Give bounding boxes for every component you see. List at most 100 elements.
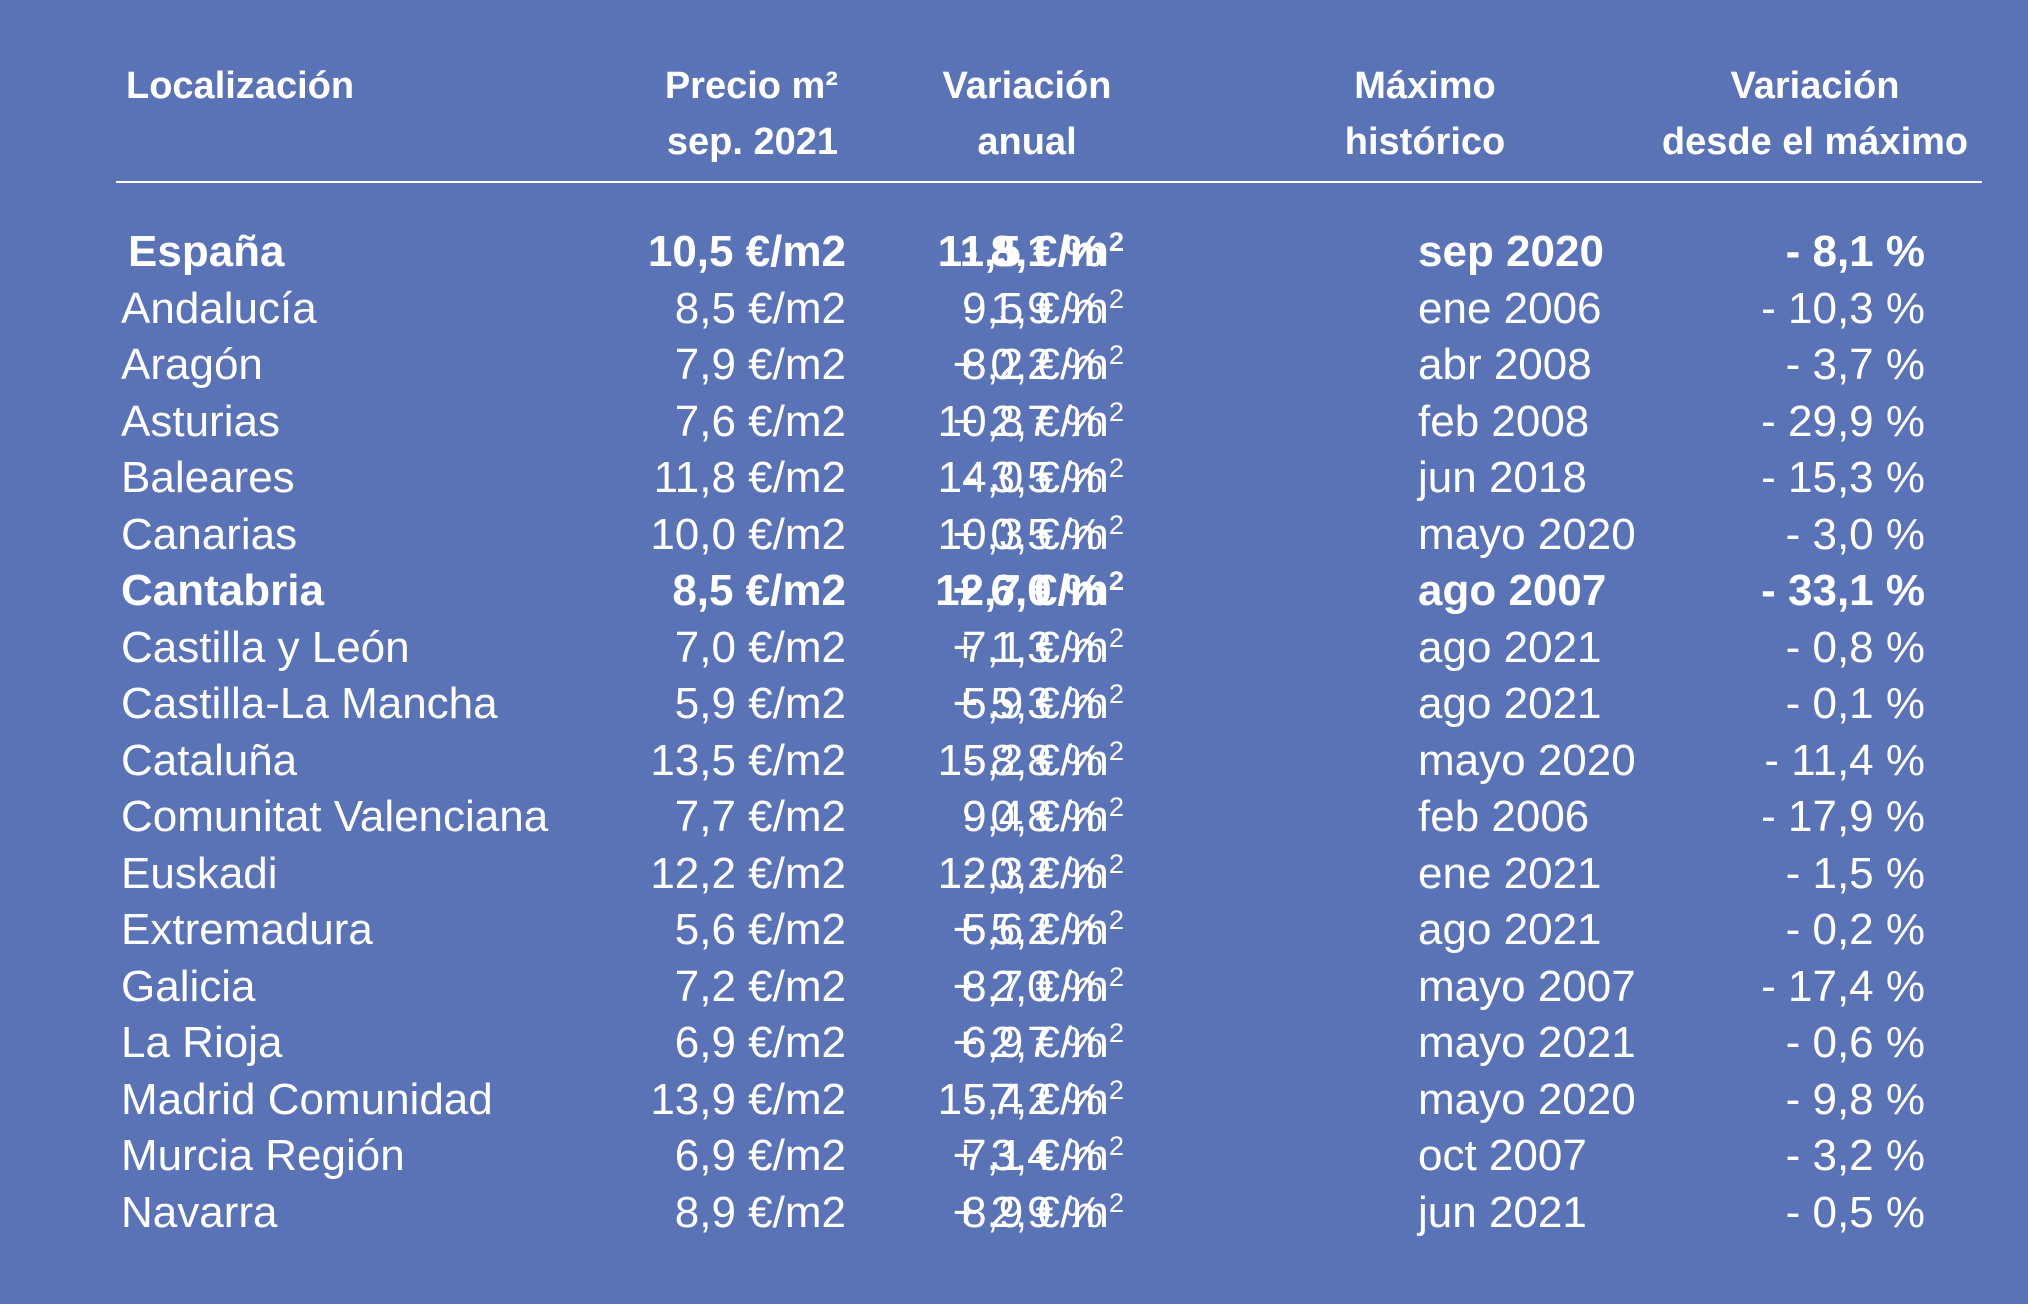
header-variation-from-max: Variación desde el máximo <box>1630 58 2000 170</box>
row-variation-from-max: - 17,4 % <box>1761 961 1925 1011</box>
row-max-value-text: 7,1 €/m <box>962 622 1109 672</box>
row-location: Baleares <box>121 453 295 502</box>
row-variation-from-max: - 3,0 % <box>1785 509 1925 559</box>
table-row: España 10,5 €/m2- 8,1 % 11,5 €/m2 sep 2020-… <box>0 224 2028 281</box>
row-max-date: ago 2021 <box>1418 679 1602 728</box>
row-price: 7,0 €/m2 <box>674 622 846 672</box>
row-location: Castilla-La Mancha <box>121 679 498 728</box>
row-max-date: abr 2008 <box>1418 340 1592 389</box>
table-body: España 10,5 €/m2- 8,1 % 11,5 €/m2 sep 2020-… <box>0 224 2028 1241</box>
row-max-date: sep 2020 <box>1418 227 1604 276</box>
row-variation-from-max: - 0,6 % <box>1785 1018 1925 1067</box>
row-variation-from-max: - 8,1 % <box>1785 227 1925 276</box>
squared-superscript: 2 <box>1108 395 1124 427</box>
table-row: Extremadura 5,6 €/m2 + 5,2 % 5,6 €/m2 ago 20… <box>0 902 2028 959</box>
squared-superscript: 2 <box>1108 226 1124 257</box>
row-max-value: 12,3 €/m2 <box>938 846 1124 902</box>
squared-superscript: 2 <box>1108 734 1124 766</box>
table-header: Localización Precio m² sep. 2021 Variaci… <box>0 58 2028 178</box>
row-location: Cantabria <box>121 566 324 615</box>
row-variation-from-max: - 29,9 % <box>1761 396 1925 446</box>
row-max-value-text: 11,5 €/m <box>937 227 1109 276</box>
row-price: 10,5 €/m2 <box>647 227 846 276</box>
header-historic-max: Máximo histórico <box>1310 58 1540 170</box>
row-price: 7,7 €/m2 <box>674 792 846 841</box>
table-row: Galicia 7,2 €/m2 + 2,0 % 8,7 €/m2 mayo 2007 -… <box>0 959 2028 1016</box>
header-location-label: Localización <box>126 65 355 107</box>
row-max-value-text: 14,0 €/m <box>937 453 1109 502</box>
row-max-value: 15,4 €/m2 <box>938 1072 1124 1128</box>
row-max-value-text: 15,2 €/m <box>937 735 1109 785</box>
header-price-line2: sep. 2021 <box>666 121 838 163</box>
row-price: 13,5 €/m2 <box>650 735 846 785</box>
row-variation-from-max: - 15,3 % <box>1761 453 1925 502</box>
table-row: Cantabria 8,5 €/m2 + 6,0 % 12,7 €/m2 ago 200… <box>0 563 2028 620</box>
row-location: Canarias <box>121 509 298 559</box>
row-max-date: ene 2006 <box>1418 283 1602 333</box>
header-varmax-line1: Variación <box>1730 65 1900 107</box>
row-max-date: feb 2008 <box>1418 396 1590 446</box>
squared-superscript: 2 <box>1108 339 1124 370</box>
table-row: La Rioja 6,9 €/m2 + 2,7 % 6,9 €/m2 mayo 2021… <box>0 1015 2028 1072</box>
row-price: 11,8 €/m2 <box>653 453 846 502</box>
row-max-date: mayo 2020 <box>1418 735 1636 785</box>
row-variation-from-max: - 3,7 % <box>1785 340 1925 389</box>
row-price: 7,9 €/m2 <box>674 340 846 389</box>
row-max-value: 6,9 €/m2 <box>962 1015 1124 1071</box>
table-row: Castilla-La Mancha 5,9 €/m2 + 5,3 % 5,9 €/m… <box>0 676 2028 733</box>
row-location: Aragón <box>121 340 263 389</box>
row-variation-from-max: - 1,5 % <box>1785 848 1925 898</box>
row-location: Castilla y León <box>121 622 410 672</box>
row-annual-variation: + 2,7 % <box>952 396 1103 446</box>
row-max-date: ago 2021 <box>1418 622 1602 672</box>
header-annual-line1: Variación <box>942 65 1112 107</box>
squared-superscript: 2 <box>1108 1073 1124 1105</box>
row-annual-variation: + 2,0 % <box>952 961 1103 1011</box>
row-annual-variation: + 2,7 % <box>952 1018 1103 1067</box>
row-variation-from-max: - 0,2 % <box>1785 905 1925 954</box>
row-max-value: 9,5 €/m2 <box>962 281 1124 337</box>
row-price: 8,9 €/m2 <box>674 1187 846 1237</box>
row-variation-from-max: - 0,1 % <box>1785 679 1925 728</box>
table-row: Canarias 10,0 €/m2 + 0,5 % 10,3 €/m2 mayo 20… <box>0 507 2028 564</box>
row-annual-variation: + 1,3 % <box>952 622 1103 672</box>
row-annual-variation: + 5,2 % <box>952 905 1103 954</box>
table-row: Castilla y León 7,0 €/m2 + 1,3 % 7,1 €/m2 ag… <box>0 620 2028 677</box>
row-max-value-text: 5,9 €/m <box>962 679 1109 728</box>
row-variation-from-max: - 0,5 % <box>1785 1187 1925 1237</box>
row-location: Asturias <box>121 396 280 446</box>
row-location: Euskadi <box>121 848 278 898</box>
row-max-value-text: 5,6 €/m <box>962 905 1109 954</box>
row-annual-variation: + 6,0 % <box>952 566 1103 615</box>
row-max-value-text: 15,4 €/m <box>937 1074 1109 1124</box>
squared-superscript: 2 <box>1108 282 1124 314</box>
row-annual-variation: - 1,9 % <box>963 283 1103 333</box>
squared-superscript: 2 <box>1108 1017 1124 1048</box>
row-max-value: 8,2 €/m2 <box>962 337 1124 393</box>
squared-superscript: 2 <box>1108 791 1124 822</box>
row-max-value: 10,8 €/m2 <box>938 394 1124 450</box>
row-location: España <box>128 227 285 276</box>
row-max-value: 15,2 €/m2 <box>938 733 1124 789</box>
table-row: Navarra 8,9 €/m2 + 2,9 % 8,9 €/m2 jun 2021- … <box>0 1185 2028 1242</box>
row-max-value-text: 9,5 €/m <box>962 283 1109 333</box>
row-max-value-text: 12,7 €/m <box>935 566 1109 615</box>
row-price: 5,9 €/m2 <box>674 679 846 728</box>
row-annual-variation: + 5,3 % <box>952 679 1103 728</box>
row-max-value-text: 8,9 €/m <box>962 1187 1109 1237</box>
row-location: Murcia Región <box>121 1131 405 1180</box>
row-max-value-text: 8,2 €/m <box>962 340 1109 389</box>
row-max-value: 8,7 €/m2 <box>962 959 1124 1015</box>
row-max-date: ago 2007 <box>1418 566 1607 615</box>
row-max-value: 9,4 €/m2 <box>962 789 1124 845</box>
row-max-value: 12,7 €/m2 <box>935 563 1124 619</box>
row-price: 10,0 €/m2 <box>650 509 846 559</box>
header-price: Precio m² sep. 2021 <box>665 58 838 170</box>
row-location: Madrid Comunidad <box>121 1074 493 1124</box>
row-annual-variation: - 8,1 % <box>963 227 1103 276</box>
header-annual-variation: Variación anual <box>912 58 1142 170</box>
table-row: Comunitat Valenciana 7,7 €/m2 - 0,8 % 9,4 €… <box>0 789 2028 846</box>
squared-superscript: 2 <box>1108 508 1124 540</box>
squared-superscript: 2 <box>1108 1186 1124 1218</box>
